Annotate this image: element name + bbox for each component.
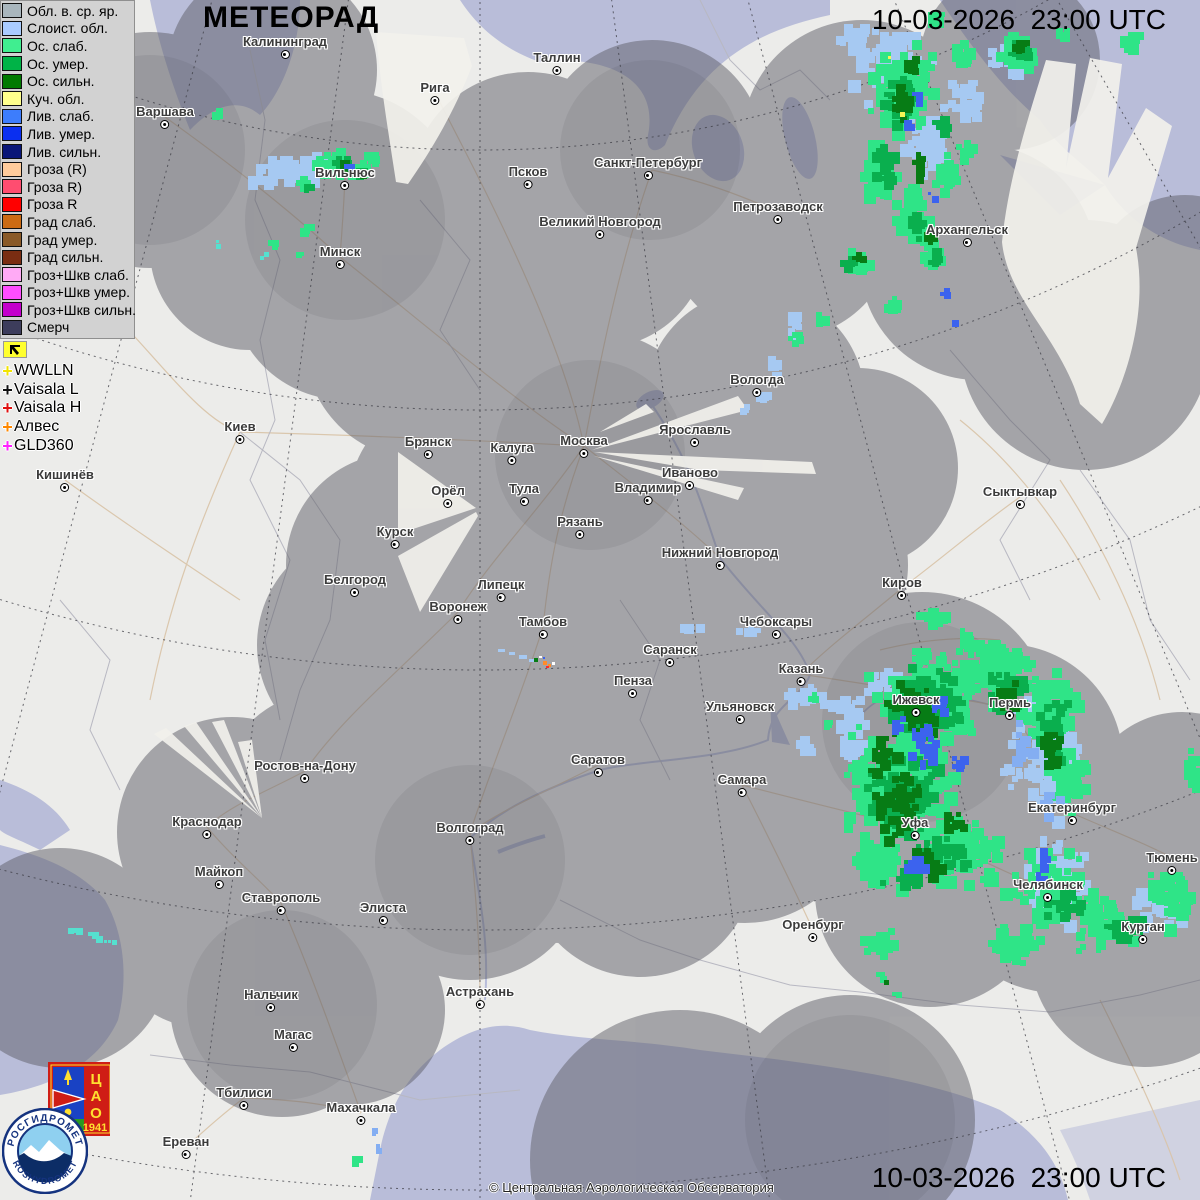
legend-swatch: [2, 214, 22, 230]
lightning-network-label: WWLLN: [14, 362, 74, 380]
legend-row: Гроза R): [2, 178, 134, 196]
lightning-network-row: + Vaisala H: [1, 399, 81, 418]
lightning-network-label: Vaisala L: [14, 380, 79, 398]
legend-label: Гроз+Шкв слаб.: [27, 266, 129, 283]
cao-letter: А: [91, 1088, 102, 1105]
page-title: МЕТЕОРАД: [203, 1, 380, 34]
cao-letter: Ц: [91, 1071, 102, 1088]
datetime-bottom: 10-03-2026 23:00 UTC: [871, 1162, 1166, 1193]
legend-row: Слоист. обл.: [2, 20, 134, 38]
lightning-arrow-icon: [10, 345, 20, 355]
legend-label: Ос. сильн.: [27, 73, 95, 90]
legend-row: Обл. в. ср. яр.: [2, 2, 134, 20]
legend-swatch: [2, 20, 22, 36]
lightning-cross-icon: +: [2, 435, 13, 456]
legend-label: Лив. умер.: [27, 125, 96, 142]
datetime-top: 10-03-2026 23:00 UTC: [871, 4, 1166, 35]
legend-row: Ос. слаб.: [2, 37, 134, 55]
legend-label: Ос. слаб.: [27, 37, 88, 54]
lightning-network-row: + GLD360: [1, 436, 81, 455]
legend-swatch: [2, 91, 22, 107]
lightning-cross-icon: +: [2, 417, 13, 438]
precipitation-layer: [68, 12, 1200, 1167]
legend-label: Смерч: [27, 319, 70, 336]
legend-label: Гроза R: [27, 196, 78, 213]
lightning-cross-icon: +: [2, 398, 13, 419]
legend-swatch: [2, 319, 22, 335]
precipitation-legend: Обл. в. ср. яр. Слоист. обл. Ос. слаб. Ос. …: [0, 0, 136, 340]
legend-row: Ос. умер.: [2, 55, 134, 73]
legend-label: Обл. в. ср. яр.: [27, 2, 119, 19]
legend-row: Лив. слаб.: [2, 108, 134, 126]
cao-year: 1941: [83, 1122, 107, 1134]
radar-artifacts-layer: [154, 32, 1172, 818]
legend-row: Смерч: [2, 319, 134, 337]
legend-swatch: [2, 249, 22, 265]
lightning-cross-icon: +: [2, 361, 13, 382]
legend-label: Гроза (R): [27, 161, 87, 178]
legend-row: Ос. сильн.: [2, 72, 134, 90]
legend-row: Град сильн.: [2, 248, 134, 266]
lightning-cross-icon: +: [2, 379, 13, 400]
legend-row: Гроз+Шкв слаб.: [2, 266, 134, 284]
legend-label: Ос. умер.: [27, 55, 89, 72]
legend-label: Лив. сильн.: [27, 143, 102, 160]
legend-swatch: [2, 144, 22, 160]
lightning-network-label: GLD360: [14, 436, 74, 454]
legend-swatch: [2, 302, 22, 318]
legend-swatch: [2, 3, 22, 19]
legend-swatch: [2, 284, 22, 300]
legend-label: Куч. обл.: [27, 90, 85, 107]
lightning-network-row: + Алвес: [1, 418, 81, 437]
legend-label: Лив. слаб.: [27, 108, 95, 125]
legend-row: Гроз+Шкв сильн.: [2, 301, 136, 319]
radar-coverage-accent: [55, 55, 1022, 1200]
legend-row: Лив. сильн.: [2, 143, 134, 161]
lightning-network-row: + WWLLN: [1, 362, 81, 381]
copyright-note: © Центральная Аэрологическая Обсерватори…: [489, 1180, 774, 1195]
roshydromet-logo: РОСГИДРОМЕТ ROSHYDROMET: [2, 1108, 88, 1194]
lightning-network-row: + Vaisala L: [1, 381, 81, 400]
legend-swatch: [2, 126, 22, 142]
legend-label: Гроз+Шкв умер.: [27, 284, 131, 301]
lightning-symbol-box: [3, 341, 27, 358]
legend-label: Град сильн.: [27, 249, 104, 266]
lightning-networks-legend: + WWLLN + Vaisala L + Vaisala H + Алвес + GLD360: [1, 362, 81, 455]
legend-swatch: [2, 161, 22, 177]
lightning-network-label: Vaisala H: [14, 399, 82, 417]
legend-swatch: [2, 38, 22, 54]
legend-swatch: [2, 179, 22, 195]
lightning-network-label: Алвес: [14, 418, 60, 436]
legend-swatch: [2, 232, 22, 248]
legend-row: Град умер.: [2, 231, 134, 249]
legend-row: Гроза (R): [2, 160, 134, 178]
legend-row: Гроза R: [2, 196, 134, 214]
legend-label: Слоист. обл.: [27, 20, 108, 37]
legend-swatch: [2, 267, 22, 283]
legend-row: Град слаб.: [2, 213, 134, 231]
legend-row: Куч. обл.: [2, 90, 134, 108]
legend-label: Град умер.: [27, 231, 98, 248]
legend-label: Гроз+Шкв сильн.: [27, 301, 136, 318]
legend-swatch: [2, 56, 22, 72]
legend-label: Град слаб.: [27, 213, 97, 230]
legend-swatch: [2, 108, 22, 124]
cao-letter: О: [90, 1105, 102, 1122]
legend-row: Гроз+Шкв умер.: [2, 284, 134, 302]
legend-row: Лив. умер.: [2, 125, 134, 143]
legend-swatch: [2, 196, 22, 212]
legend-label: Гроза R): [27, 178, 83, 195]
legend-swatch: [2, 73, 22, 89]
